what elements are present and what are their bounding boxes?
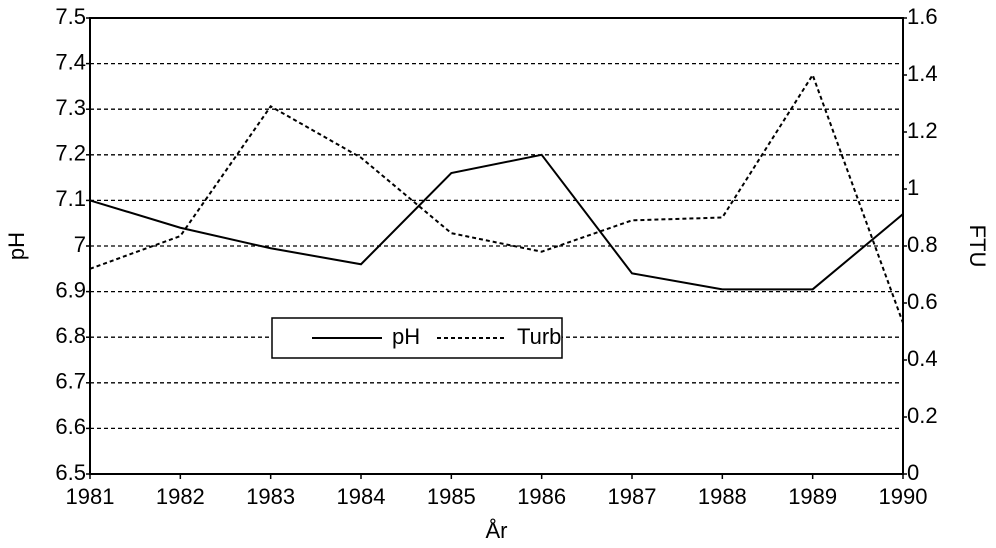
x-axis-label: År [486, 518, 508, 543]
x-tick-label: 1989 [788, 484, 837, 509]
x-tick-label: 1984 [337, 484, 386, 509]
y-tick-label: 7.2 [55, 141, 86, 166]
x-tick-label: 1985 [427, 484, 476, 509]
y2-tick-label: 1 [907, 175, 919, 200]
plot-frame [89, 17, 904, 475]
y2-tick-label: 0.6 [907, 289, 938, 314]
x-tick-label: 1986 [517, 484, 566, 509]
legend-label: Turb [517, 324, 561, 349]
y-tick-label: 7.3 [55, 95, 86, 120]
y-tick-label: 7.1 [55, 186, 86, 211]
x-tick-label: 1983 [246, 484, 295, 509]
y2-tick-label: 1.4 [907, 61, 938, 86]
y2-axis-label: FTU [965, 225, 990, 268]
y2-tick-label: 1.6 [907, 4, 938, 29]
y-tick-label: 6.7 [55, 369, 86, 394]
y2-tick-label: 1.2 [907, 118, 938, 143]
y-tick-label: 6.8 [55, 323, 86, 348]
y-tick-label: 7 [74, 232, 86, 257]
y2-tick-label: 0.8 [907, 232, 938, 257]
y2-tick-label: 0.4 [907, 346, 938, 371]
y2-tick-label: 0.2 [907, 403, 938, 428]
y-tick-label: 7.5 [55, 4, 86, 29]
y-axis-label: pH [4, 232, 29, 260]
x-tick-label: 1982 [156, 484, 205, 509]
series-line [89, 153, 904, 291]
x-tick-label: 1981 [66, 484, 115, 509]
x-tick-label: 1990 [879, 484, 928, 509]
y-tick-label: 7.4 [55, 49, 86, 74]
x-tick-label: 1988 [698, 484, 747, 509]
series-line [89, 72, 904, 324]
y-tick-label: 6.6 [55, 414, 86, 439]
legend-label: pH [392, 324, 420, 349]
y2-tick-label: 0 [907, 460, 919, 485]
x-tick-label: 1987 [608, 484, 657, 509]
y-tick-label: 6.9 [55, 277, 86, 302]
y-tick-label: 6.5 [55, 460, 86, 485]
